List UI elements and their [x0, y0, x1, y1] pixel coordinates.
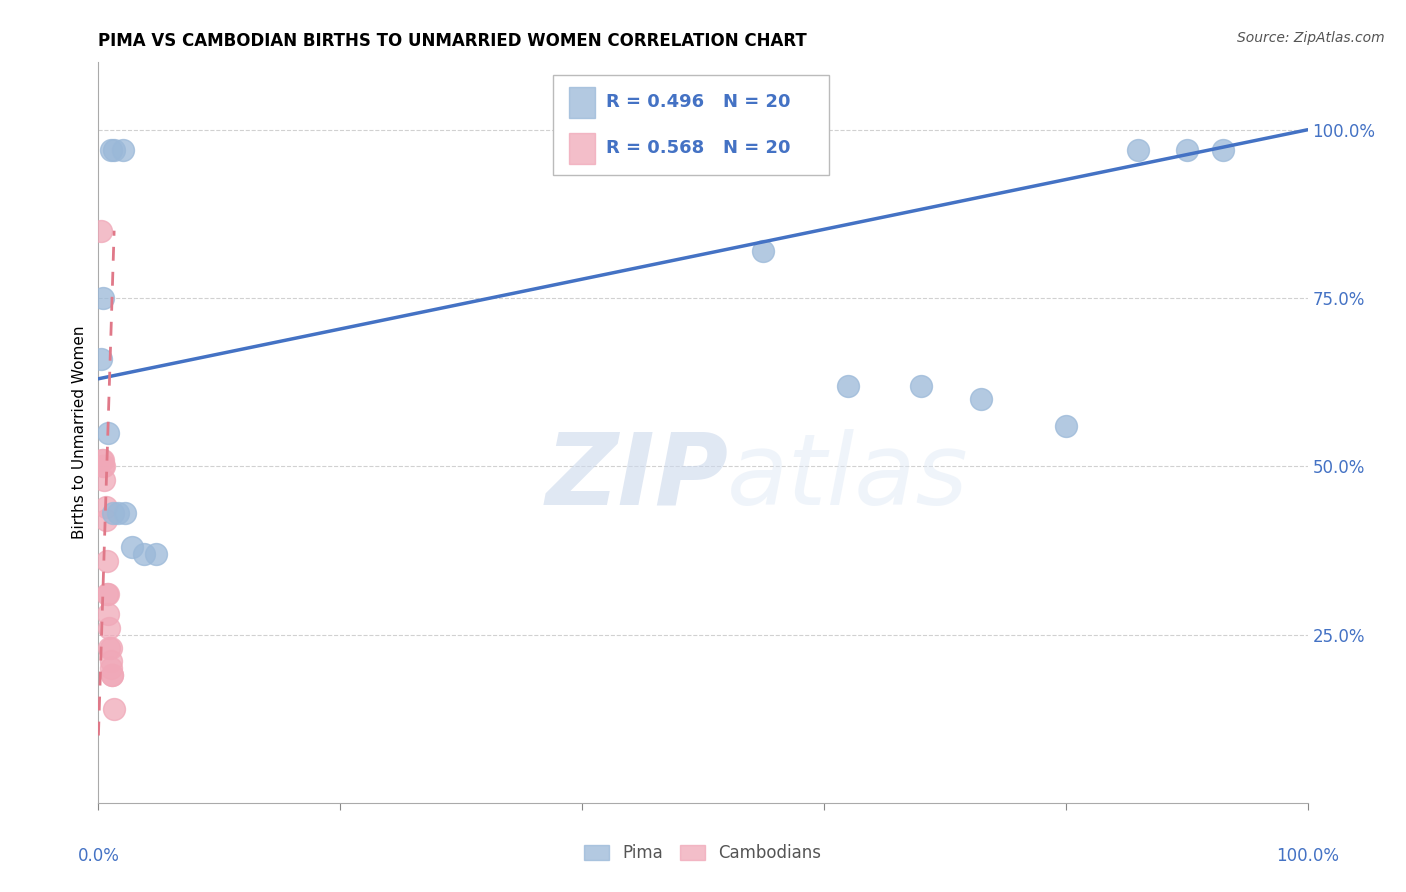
Point	[910, 378, 932, 392]
Point	[101, 507, 124, 521]
Point	[97, 425, 120, 440]
Point	[103, 701, 125, 715]
Point	[94, 513, 117, 527]
Point	[96, 587, 118, 601]
Point	[100, 143, 122, 157]
Point	[1054, 418, 1077, 433]
Point	[97, 587, 120, 601]
Point	[91, 452, 114, 467]
Point	[107, 507, 129, 521]
Point	[96, 553, 118, 567]
Point	[837, 378, 859, 392]
Legend: Pima, Cambodians: Pima, Cambodians	[578, 838, 828, 869]
Y-axis label: Births to Unmarried Women: Births to Unmarried Women	[72, 326, 87, 540]
Point	[90, 351, 112, 366]
Point	[91, 291, 114, 305]
Point	[1212, 143, 1234, 157]
Point	[121, 540, 143, 554]
Point	[103, 143, 125, 157]
Point	[98, 621, 121, 635]
Point	[100, 655, 122, 669]
Point	[111, 143, 134, 157]
Text: Source: ZipAtlas.com: Source: ZipAtlas.com	[1237, 31, 1385, 45]
Text: PIMA VS CAMBODIAN BIRTHS TO UNMARRIED WOMEN CORRELATION CHART: PIMA VS CAMBODIAN BIRTHS TO UNMARRIED WO…	[98, 32, 807, 50]
Point	[134, 547, 156, 561]
Point	[114, 507, 136, 521]
Point	[100, 640, 122, 655]
Point	[97, 607, 120, 622]
Point	[91, 452, 114, 467]
Text: 0.0%: 0.0%	[77, 847, 120, 865]
Point	[970, 392, 993, 406]
Point	[91, 459, 114, 474]
Text: 100.0%: 100.0%	[1277, 847, 1339, 865]
Point	[1128, 143, 1150, 157]
Point	[100, 668, 122, 682]
Point	[1175, 143, 1198, 157]
Point	[98, 640, 121, 655]
Point	[93, 459, 115, 474]
Point	[100, 661, 122, 675]
Point	[94, 500, 117, 514]
Text: atlas: atlas	[727, 428, 969, 525]
Point	[145, 547, 167, 561]
Text: ZIP: ZIP	[546, 428, 728, 525]
Point	[93, 473, 115, 487]
Point	[752, 244, 775, 258]
Point	[100, 668, 122, 682]
Point	[90, 224, 112, 238]
